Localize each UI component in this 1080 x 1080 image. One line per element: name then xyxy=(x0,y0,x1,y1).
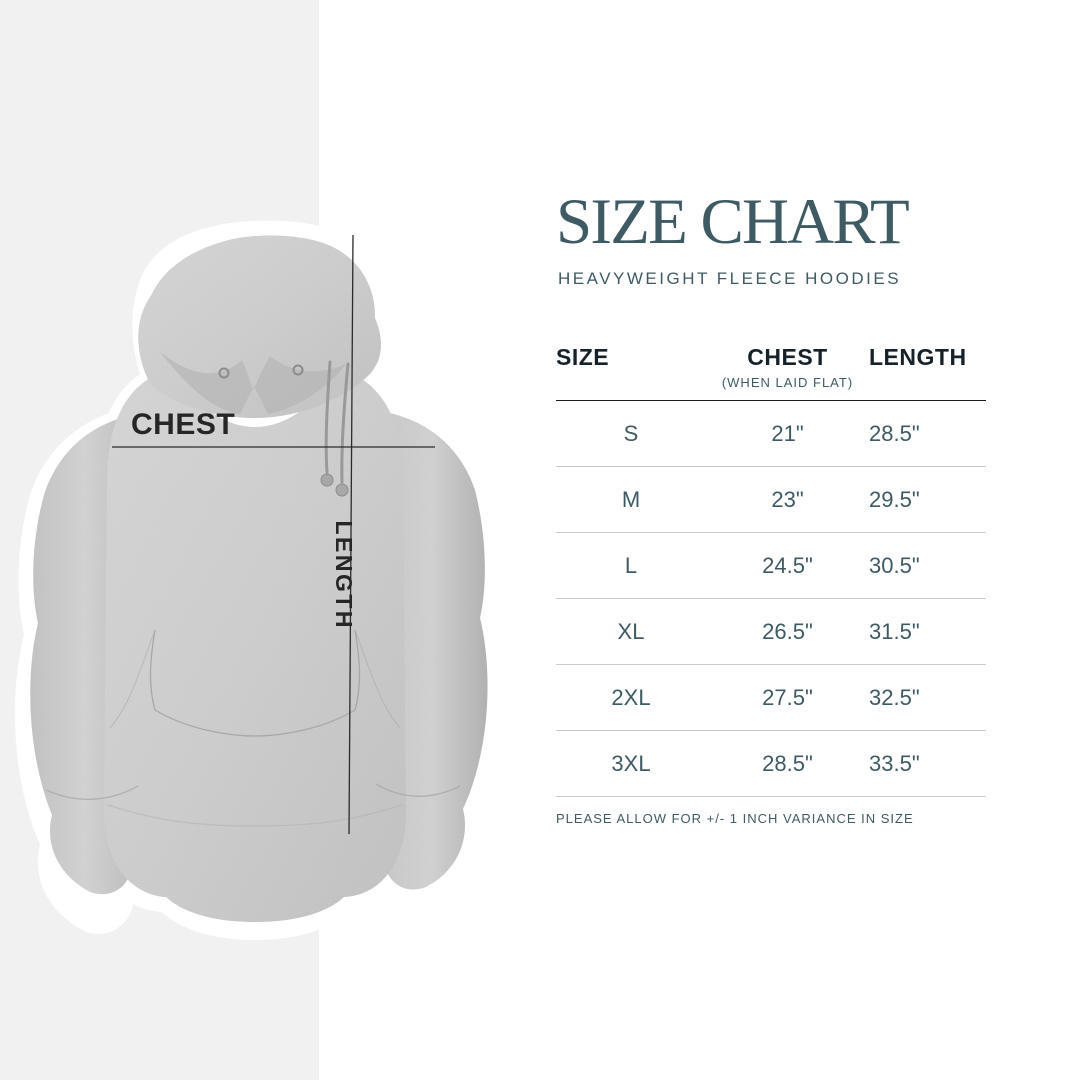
svg-text:LENGTH: LENGTH xyxy=(331,520,357,630)
svg-text:CHEST: CHEST xyxy=(131,408,235,441)
